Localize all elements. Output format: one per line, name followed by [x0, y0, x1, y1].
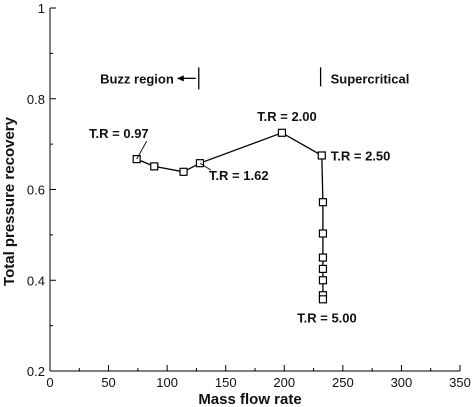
data-point-marker: [179, 167, 188, 176]
buzz-region-label: Buzz region: [100, 71, 174, 86]
region-markers: Buzz region Supercritical: [100, 67, 410, 90]
annotation-leader: [136, 140, 148, 160]
x-tick-label: 300: [391, 375, 413, 390]
point-annotation-label: T.R = 0.97: [89, 126, 149, 141]
x-tick-label: 250: [332, 375, 354, 390]
data-point-marker: [150, 162, 159, 171]
x-tick-label: 100: [156, 375, 178, 390]
y-tick-label: 1: [38, 1, 45, 16]
x-tick-label: 200: [273, 375, 295, 390]
data-point-marker: [318, 276, 328, 285]
y-tick-label: 0.4: [27, 273, 45, 288]
x-axis-ticks: 0 50 100 150 200 250 300 350: [46, 365, 471, 390]
point-annotation-label: T.R = 1.62: [209, 168, 269, 183]
point-annotation-label: T.R = 5.00: [297, 310, 357, 325]
supercritical-label: Supercritical: [331, 71, 410, 86]
point-annotation-label: T.R = 2.00: [257, 109, 317, 124]
data-point-marker: [318, 229, 328, 238]
y-axis-title: Total pressure recovery: [1, 116, 18, 286]
buzz-arrow-head: [176, 75, 184, 82]
y-tick-label: 0.6: [27, 183, 45, 198]
data-point-marker: [318, 264, 328, 274]
x-tick-label: 50: [101, 375, 115, 390]
data-point-marker: [277, 128, 287, 137]
y-tick-label: 0.8: [27, 92, 45, 107]
y-axis-ticks: 0.2 0.4 0.6 0.8 1: [27, 1, 56, 379]
point-annotations: T.R = 0.97 T.R = 1.62 T.R = 2.00 T.R = 2.50…: [89, 109, 390, 326]
data-point-marker: [318, 253, 328, 262]
x-axis-title: Mass flow rate: [198, 391, 301, 407]
point-annotation-label: T.R = 2.50: [331, 148, 391, 163]
y-tick-label: 0.2: [27, 364, 45, 379]
data-point-marker: [317, 151, 326, 160]
data-point-marker: [318, 295, 328, 304]
data-point-marker: [318, 198, 328, 207]
annotation-leader: [199, 162, 212, 171]
x-tick-label: 150: [215, 375, 237, 390]
x-tick-label: 350: [449, 375, 471, 390]
x-tick-label: 0: [46, 375, 53, 390]
